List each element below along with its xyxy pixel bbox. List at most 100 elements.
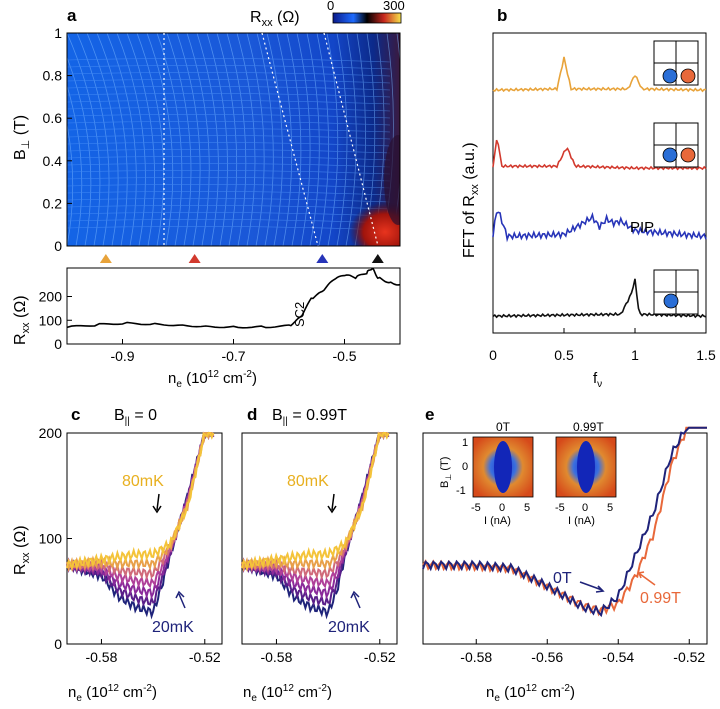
fft-series-line	[492, 56, 706, 93]
colorbar-min: 0	[327, 0, 334, 13]
fermi-pocket-icon	[680, 68, 696, 84]
cold-arrow-head	[350, 590, 360, 599]
colorbar-max: 300	[383, 0, 405, 13]
panel-c-cold-label: 20mK	[152, 619, 194, 636]
landau-level-line	[67, 170, 391, 175]
rxx-trace-ylabel: Rxx (Ω)	[12, 295, 32, 345]
landau-fan-line	[216, 33, 238, 246]
svg-text:-5: -5	[555, 502, 565, 514]
landau-fan-line	[186, 33, 210, 246]
heatmap	[67, 33, 400, 246]
density-marker	[371, 254, 384, 263]
panel-a-xlabel: ne (1012 cm-2)	[168, 369, 257, 390]
svg-text:-1: -1	[456, 485, 466, 497]
arrow-0T	[579, 581, 603, 591]
landau-fan-line	[146, 33, 174, 246]
heatmap-ylabel: B⊥ (T)	[12, 115, 32, 160]
colorbar-title: Rxx (Ω)	[250, 9, 300, 29]
pip-label: PIP	[630, 219, 654, 236]
panel-e-frame	[422, 432, 708, 645]
rxx-trace-ytick-label: 200	[39, 289, 63, 305]
fermi-pocket-icon	[662, 68, 678, 84]
panel-e-xtick-label: -0.54	[602, 649, 634, 665]
landau-level-line	[67, 107, 391, 112]
landau-level-line	[67, 191, 391, 196]
rxx-trace-ytick-label: 100	[39, 312, 63, 328]
panel-d-cold-label: 20mK	[328, 619, 370, 636]
panel-d-xlabel: ne (1012 cm-2)	[243, 683, 332, 704]
cold-arrow	[353, 593, 361, 609]
fft-xtick-label: 0.5	[554, 347, 574, 363]
fft-xtick-label: 0	[489, 347, 497, 363]
inset-xlabel-right: I (nA)	[568, 515, 595, 527]
panel-c-curves	[66, 431, 215, 620]
ytick-label: 100	[39, 531, 63, 547]
landau-fan-line	[67, 56, 92, 246]
temperature-curve	[66, 432, 215, 572]
landau-level-line	[67, 156, 391, 161]
panel-d-curves	[241, 431, 390, 620]
ytick-label: 200	[39, 425, 63, 441]
landau-level-line	[67, 79, 391, 84]
landau-fan-line	[306, 33, 320, 246]
landau-level-line	[67, 65, 391, 70]
landau-fan-line	[296, 33, 311, 246]
fft-axes: 0 0.5 1 1.5	[489, 328, 716, 363]
landau-level-line	[67, 58, 391, 63]
heatmap-ytick-label: 0.2	[43, 195, 63, 211]
panel-d-hot-label: 80mK	[287, 473, 329, 490]
rxx-trace-line	[66, 267, 401, 329]
landau-fan-line	[345, 33, 357, 246]
panel-c-label: c	[71, 405, 80, 424]
landau-fan-line	[336, 33, 348, 246]
panel-e-curves	[422, 426, 707, 618]
fft-series-line	[492, 211, 707, 243]
landau-fan-line	[326, 33, 339, 246]
xtick-label: -0.58	[260, 649, 292, 665]
panel-c-axes: 0 100 200 -0.58 -0.52	[39, 425, 221, 665]
panel-a-xtick-label: -0.9	[110, 348, 134, 364]
heatmap-ytick-label: 0.6	[43, 110, 63, 126]
hot-arrow-head	[152, 505, 162, 514]
panel-c-ylabel: Rxx (Ω)	[12, 525, 32, 575]
landau-level-line	[67, 100, 391, 105]
density-marker	[99, 254, 112, 263]
temperature-curve	[241, 432, 390, 572]
heatmap-ytick-label: 1	[54, 25, 62, 41]
panel-e-axes: -0.58 -0.56 -0.54 -0.52	[460, 639, 705, 665]
svg-text:0: 0	[462, 461, 468, 473]
landau-level-line	[67, 184, 391, 189]
panel-e-label-099T: 0.99T	[640, 590, 681, 607]
landau-fan-line	[316, 33, 329, 246]
landau-fan-line	[67, 84, 83, 246]
inset-ylabel: B⊥ (T)	[439, 457, 453, 488]
heatmap-ytick-label: 0	[54, 238, 62, 254]
landau-level-line	[67, 226, 391, 231]
panel-e-inset: 0T 0.99T B⊥ (T) 1 0 -1 -5 0 5 -5 0 5 I (…	[439, 420, 617, 527]
svg-text:5: 5	[524, 502, 530, 514]
fft-xlabel: fν	[593, 370, 602, 390]
landau-level-line	[67, 212, 391, 217]
landau-level-line	[67, 205, 391, 210]
cold-arrow	[178, 593, 186, 609]
hot-arrow-head	[327, 505, 337, 514]
landau-level-line	[67, 135, 391, 140]
landau-level-line	[67, 142, 391, 147]
svg-text:1: 1	[462, 437, 468, 449]
landau-level-line	[67, 93, 391, 98]
panel-e-xtick-label: -0.56	[531, 649, 563, 665]
hot-arrow	[156, 493, 160, 511]
panel-e-xtick-label: -0.58	[460, 649, 492, 665]
fft-series-line	[492, 278, 707, 319]
fft-frame	[492, 32, 707, 334]
density-marker	[316, 254, 329, 263]
sc2-annotation: SC2	[292, 302, 307, 327]
panel-b-label: b	[497, 6, 507, 25]
panel-d-title: B|| = 0.99T	[272, 407, 347, 427]
panel-c-xlabel: ne (1012 cm-2)	[68, 683, 157, 704]
landau-fan-line	[226, 33, 247, 246]
xtick-label: -0.52	[189, 649, 221, 665]
landau-fan-line	[156, 33, 183, 246]
landau-level-line	[67, 177, 391, 182]
